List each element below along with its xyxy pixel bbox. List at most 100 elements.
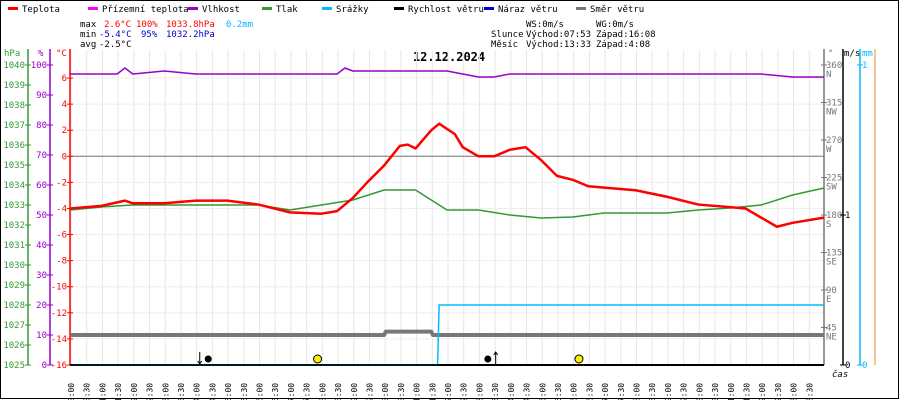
wind-gust-now: WG:0m/s: [596, 20, 634, 30]
moonset: Západ:4:08: [596, 40, 650, 50]
legend-label: Vlhkost: [202, 5, 240, 15]
legend-label: Rychlost větru: [408, 5, 484, 15]
temperature-tick-label: -12: [51, 309, 67, 319]
x-tick-label: 08:30: [334, 383, 343, 400]
x-tick-label: 07:00: [287, 383, 296, 400]
humidity-tick-label: 80: [36, 121, 47, 131]
direction-dir-label: NE: [826, 333, 837, 343]
x-tick-label: 01:30: [114, 383, 123, 400]
x-tick-label: 17:00: [601, 383, 610, 400]
series-vlhkost: [70, 67, 824, 78]
min-hum: 95%: [141, 30, 158, 40]
humidity-tick-label: 30: [36, 271, 47, 281]
legend-label: Přízemní teplota: [102, 5, 189, 15]
sunrise: Východ:07:53: [526, 30, 591, 40]
legend-swatch: [484, 7, 494, 10]
pressure-tick-label: 1038: [3, 101, 25, 111]
legend-label: Srážky: [336, 5, 369, 15]
max-press: 1033.8hPa: [166, 20, 215, 30]
x-tick-label: 04:00: [193, 383, 202, 400]
wind-unit: m/s: [844, 49, 860, 59]
moon-marker: [484, 355, 492, 363]
humidity-tick-label: 70: [36, 151, 47, 161]
avg-temp: -2.5°C: [99, 40, 132, 50]
direction-dir-label: E: [826, 295, 831, 305]
direction-tick-label: 180: [826, 211, 842, 221]
x-tick-label: 16:00: [570, 383, 579, 400]
markers: [197, 351, 584, 365]
direction-tick-label: 315: [826, 99, 842, 109]
temperature-tick-label: -4: [56, 204, 67, 214]
x-tick-label: 18:30: [648, 383, 657, 400]
pressure-tick-label: 1025: [3, 361, 25, 371]
legend-swatch: [88, 7, 98, 10]
x-tick-label: 06:00: [256, 383, 265, 400]
humidity-tick-label: 100: [31, 61, 47, 71]
direction-tick-label: 45: [826, 324, 837, 334]
x-tick-label: 23:30: [805, 383, 814, 400]
x-tick-label: 06:30: [271, 383, 280, 400]
pressure-tick-label: 1036: [3, 141, 25, 151]
x-tick-label: 19:00: [664, 383, 673, 400]
max-rain: 0.2mm: [226, 20, 253, 30]
humidity-unit: %: [38, 49, 44, 59]
x-tick-label: 08:00: [318, 383, 327, 400]
x-tick-label: 04:30: [208, 383, 217, 400]
x-tick-label: 18:00: [633, 383, 642, 400]
x-tick-label: 12:30: [460, 383, 469, 400]
x-tick-label: 14:30: [523, 383, 532, 400]
series-teplota: [69, 122, 825, 228]
wind-tick-label: 1: [845, 211, 850, 221]
x-tick-label: 15:30: [554, 383, 563, 400]
direction-tick-label: 90: [826, 286, 837, 296]
x-tick-label: 10:00: [381, 383, 390, 400]
legend-label: Náraz větru: [498, 5, 558, 15]
direction-tick-label: 360: [826, 61, 842, 71]
sunset: Západ:16:08: [596, 30, 656, 40]
min-press: 1032.2hPa: [166, 30, 215, 40]
temperature-tick-label: 4: [62, 100, 67, 110]
astro: WS:0m/s WG:0m/s Slunce Východ:07:53 Zápa…: [491, 20, 656, 50]
max-temp: 2.6°C: [104, 20, 131, 30]
legend-swatch: [394, 7, 404, 10]
pressure-tick-label: 1029: [3, 281, 25, 291]
temperature-tick-label: -16: [51, 361, 67, 371]
pressure-tick-label: 1031: [3, 241, 25, 251]
legend: Teplota Přízemní teplota Vlhkost Tlak Srážky…: [8, 5, 644, 15]
max-hum: 100%: [136, 20, 158, 30]
series-směr-větru: [70, 329, 824, 337]
x-tick-label: 16:30: [585, 383, 594, 400]
min-temp: -5.4°C: [99, 30, 132, 40]
x-tick-label: 22:30: [774, 383, 783, 400]
legend-swatch: [8, 7, 18, 10]
x-tick-label: 20:30: [711, 383, 720, 400]
x-axis-label: čas: [832, 369, 848, 380]
grid: 00:00 00:30 01:00 01:30 02:00 02:30 03:00 03:30…: [67, 50, 824, 400]
sun-label: Slunce: [491, 30, 524, 40]
temperature-tick-label: 2: [62, 126, 67, 136]
pressure-tick-label: 1032: [3, 221, 25, 231]
rain-tick-label: 1: [862, 61, 867, 71]
direction-dir-label: N: [826, 70, 831, 80]
x-tick-label: 21:00: [727, 383, 736, 400]
legend-label: Směr větru: [590, 5, 644, 15]
chart-title: 12.12.2024: [413, 50, 485, 64]
pressure-tick-label: 1034: [3, 181, 25, 191]
direction-dir-label: SW: [826, 183, 837, 193]
pressure-tick-label: 1030: [3, 261, 25, 271]
humidity-tick-label: 60: [36, 181, 47, 191]
sunrise-marker: [313, 354, 323, 364]
x-tick-label: 23:00: [790, 383, 799, 400]
stats: max 2.6°C 100% 1033.8hPa 0.2mm min -5.4°…: [80, 20, 253, 50]
x-tick-label: 13:00: [475, 383, 484, 400]
pressure-tick-label: 1040: [3, 61, 25, 71]
legend-label: Tlak: [276, 5, 298, 15]
direction-tick-label: 135: [826, 249, 842, 259]
temperature-tick-label: -2: [56, 178, 67, 188]
pressure-tick-label: 1039: [3, 81, 25, 91]
legend-swatch: [576, 7, 586, 10]
humidity-tick-label: 40: [36, 241, 47, 251]
